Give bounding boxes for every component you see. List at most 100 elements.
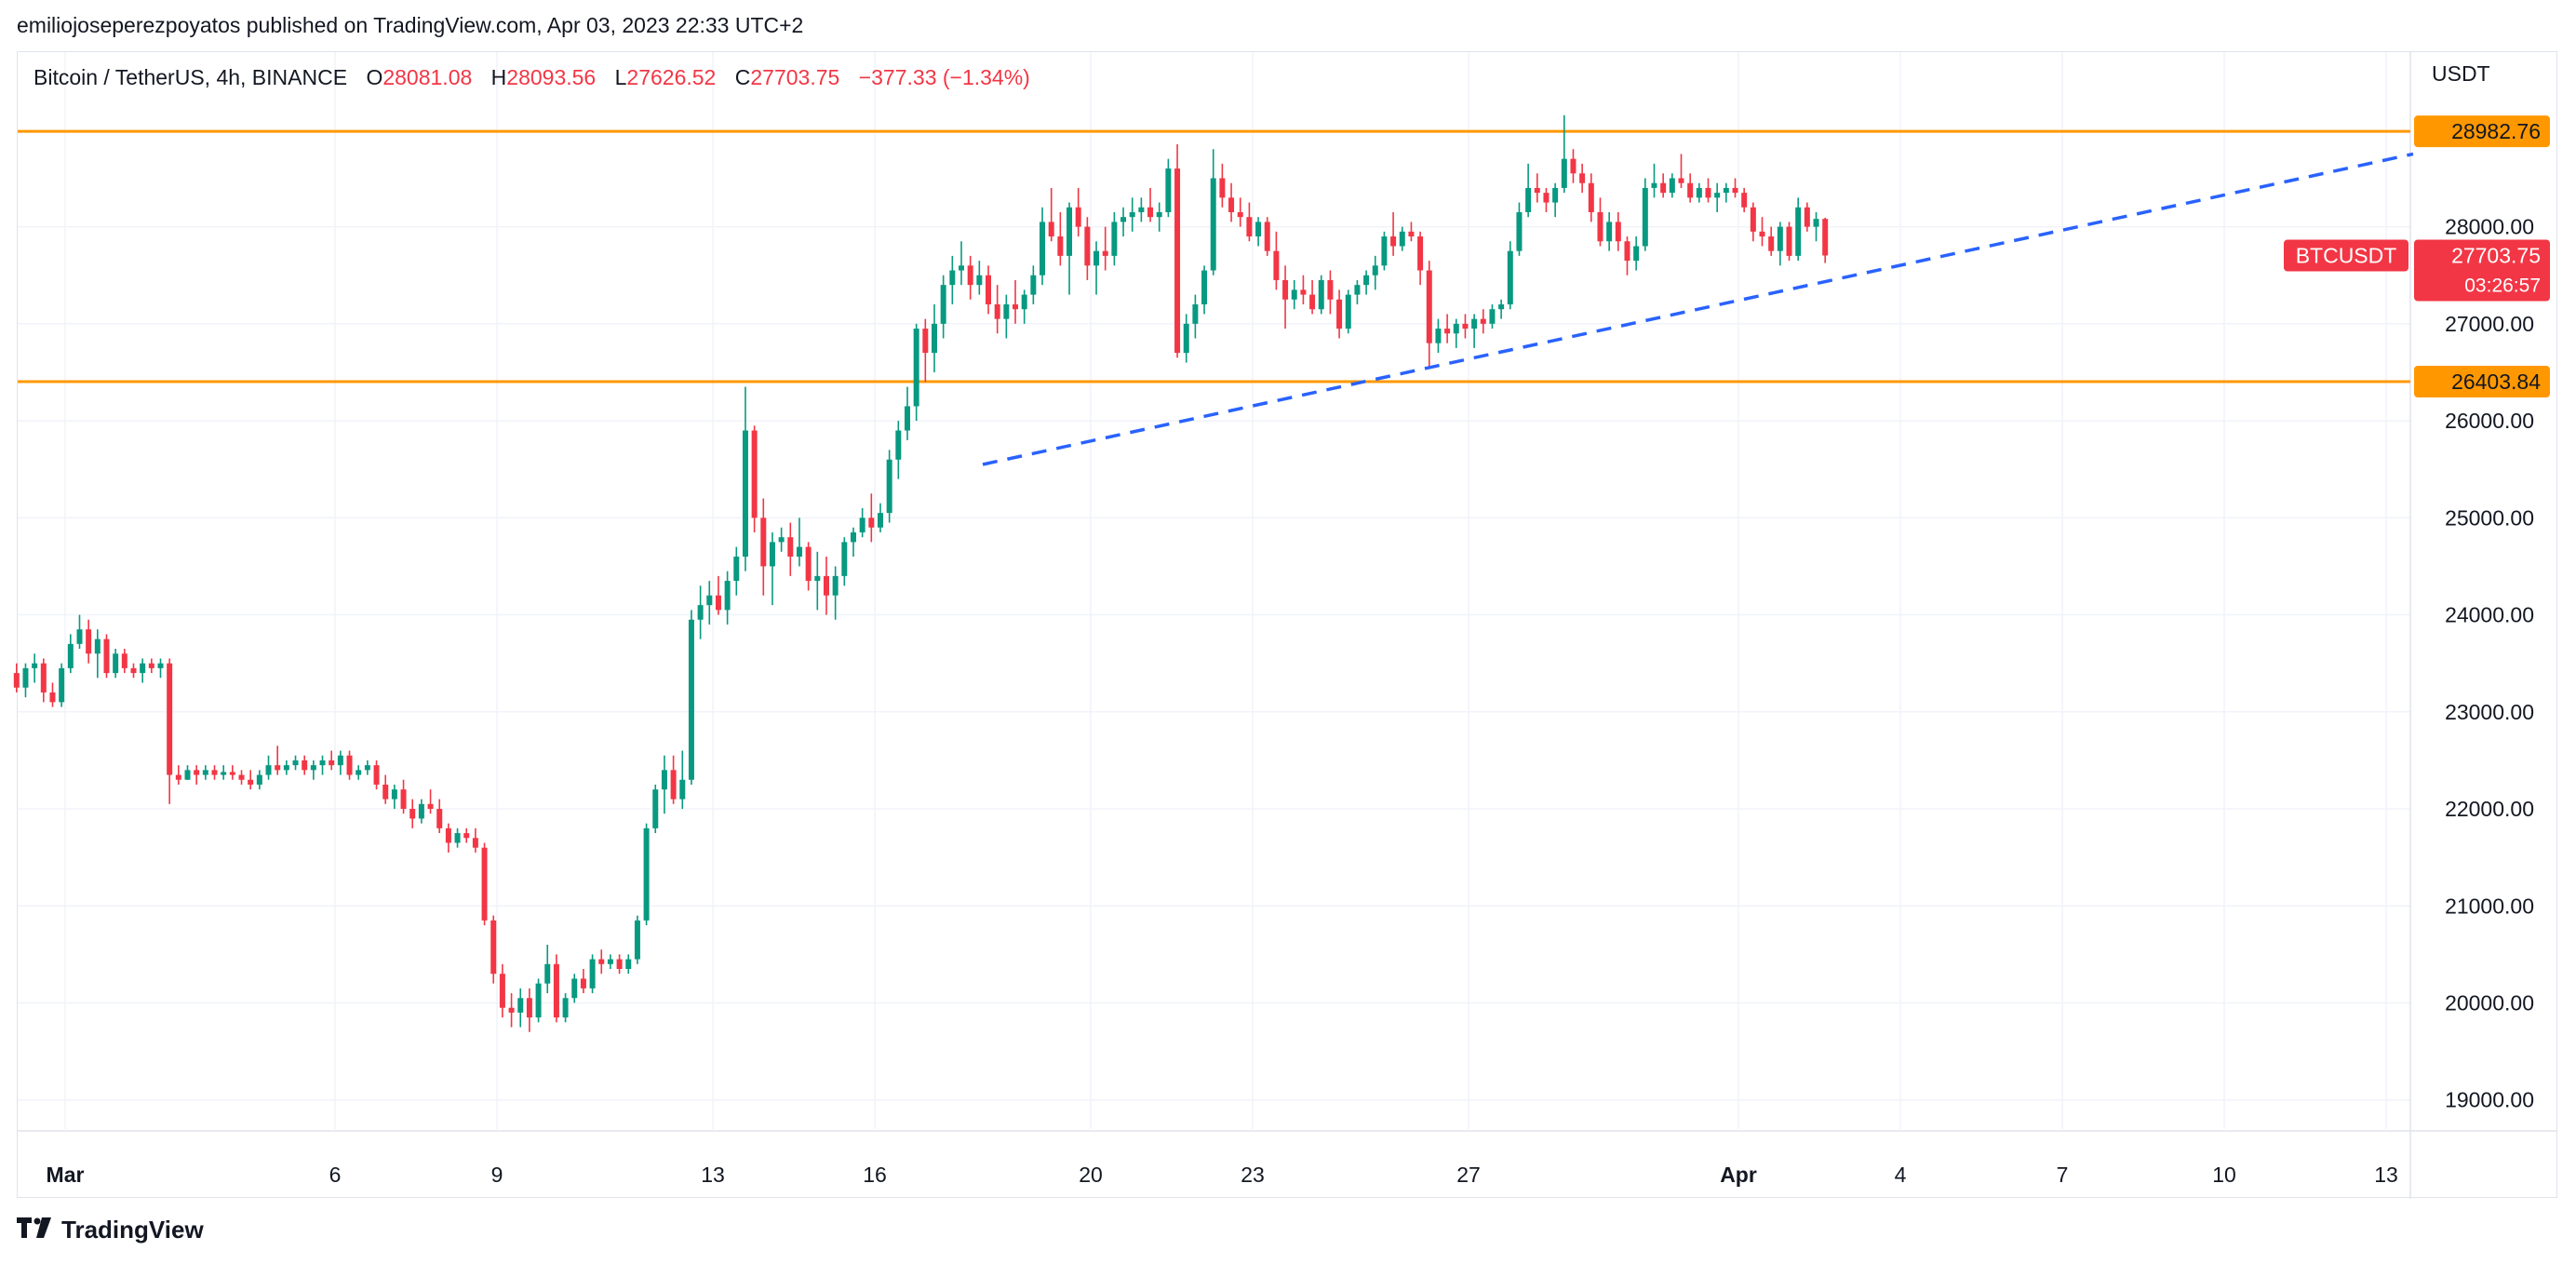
candle-body	[1750, 207, 1756, 232]
candle-body	[140, 663, 146, 674]
price-axis: 19000.00 20000.00 21000.00 22000.00 23000.00…	[2445, 215, 2534, 1112]
candle-body	[634, 920, 640, 960]
candle-body	[1417, 236, 1424, 271]
candle-body	[229, 772, 235, 775]
brand-name[interactable]: TradingView	[61, 1216, 204, 1244]
last-price-label: 27703.75	[2451, 244, 2541, 268]
trendline	[982, 152, 2414, 466]
candle-body	[1237, 211, 1243, 218]
candle-body	[1084, 226, 1091, 266]
time-tick-label: Mar	[47, 1163, 85, 1187]
high-value: 28093.56	[506, 65, 597, 89]
candle-body	[616, 959, 623, 970]
candle-body	[1040, 222, 1046, 276]
candle-body	[382, 784, 389, 800]
candle-body	[1013, 304, 1019, 310]
candle-body	[895, 430, 902, 460]
candle-body	[1597, 211, 1603, 242]
candle-body	[275, 765, 281, 771]
last-price-tag	[2414, 239, 2550, 302]
candle-body	[508, 1007, 515, 1013]
candle-body	[490, 920, 497, 975]
price-tick-label: 23000.00	[2445, 700, 2534, 724]
candle-body	[769, 542, 775, 567]
candle-body	[1543, 193, 1550, 203]
symbol-label[interactable]: Bitcoin / TetherUS, 4h, BINANCE	[34, 65, 348, 89]
candle-body	[1174, 168, 1181, 354]
tradingview-logo-icon[interactable]	[17, 1217, 54, 1243]
candle-body	[994, 304, 1000, 319]
candle-body	[310, 765, 316, 771]
candle-body	[571, 978, 578, 999]
candle-body	[256, 774, 262, 785]
candle-body	[472, 838, 478, 848]
time-tick-label: 16	[863, 1163, 887, 1187]
time-tick-label: 13	[701, 1163, 725, 1187]
candle-body	[778, 537, 785, 543]
candle-body	[238, 774, 245, 780]
time-tick-label: 20	[1079, 1163, 1103, 1187]
candle-body	[562, 998, 569, 1018]
candle-body	[589, 959, 596, 988]
currency-label[interactable]: USDT	[2432, 61, 2490, 86]
candle-body	[1219, 178, 1226, 198]
price-tick-label: 25000.00	[2445, 505, 2534, 530]
candle-body	[922, 329, 929, 354]
candle-body	[1444, 329, 1451, 334]
price-tags: 28982.76 26403.84 BTCUSDT 27703.75 03:26:57	[2284, 115, 2550, 397]
candle-body	[292, 760, 299, 766]
candle-body	[796, 546, 802, 558]
time-tick-label: 6	[329, 1163, 342, 1187]
candle-body	[1381, 236, 1388, 266]
candle-body	[175, 774, 181, 780]
candle-body	[859, 518, 865, 532]
candle-body	[130, 667, 137, 674]
price-tick-label: 27000.00	[2445, 312, 2534, 336]
footer: TradingView	[17, 1216, 204, 1244]
candle-body	[1795, 207, 1802, 256]
candle-body	[1534, 187, 1540, 194]
candle-body	[319, 760, 326, 766]
candle-body	[32, 663, 38, 668]
candle-body	[1732, 187, 1738, 194]
candle-body	[1462, 323, 1469, 329]
price-tick-label: 19000.00	[2445, 1088, 2534, 1112]
candle-body	[742, 430, 748, 558]
candle-body	[913, 329, 919, 407]
candle-body	[652, 789, 659, 828]
price-tick-label: 20000.00	[2445, 990, 2534, 1015]
candle-body	[1048, 222, 1054, 237]
level-price-tag-label: 26403.84	[2451, 370, 2541, 394]
candle-body	[1075, 207, 1081, 227]
candle-body	[400, 789, 407, 810]
candle-body	[1435, 329, 1442, 343]
candle-body	[302, 760, 308, 771]
candle-body	[841, 542, 848, 576]
candle-body	[1678, 178, 1684, 183]
candle-body	[337, 755, 343, 766]
candle-body	[967, 265, 973, 286]
candle-body	[1093, 250, 1100, 266]
price-tick-label: 26000.00	[2445, 409, 2534, 433]
ohlc-legend: Bitcoin / TetherUS, 4h, BINANCE O28081.0…	[34, 65, 1030, 90]
close-label: C	[734, 65, 751, 89]
candle-body	[1696, 187, 1702, 198]
candle-body	[1327, 279, 1334, 300]
price-tick-label: 28000.00	[2445, 215, 2534, 239]
chart-frame[interactable]	[17, 51, 2557, 1198]
price-tick-label: 21000.00	[2445, 894, 2534, 918]
candle-body	[103, 639, 110, 674]
candle-body	[1570, 158, 1576, 174]
candle-body	[1102, 250, 1108, 256]
candle-body	[1651, 182, 1657, 188]
candle-body	[976, 275, 983, 286]
candle-body	[211, 770, 218, 775]
candle-body	[1183, 323, 1189, 354]
candle-body	[113, 653, 119, 674]
bar-countdown-label: 03:26:57	[2464, 276, 2541, 297]
candle-body	[1354, 285, 1361, 295]
candle-body	[76, 629, 83, 644]
candle-body	[1786, 226, 1792, 256]
candle-body	[1129, 211, 1135, 218]
